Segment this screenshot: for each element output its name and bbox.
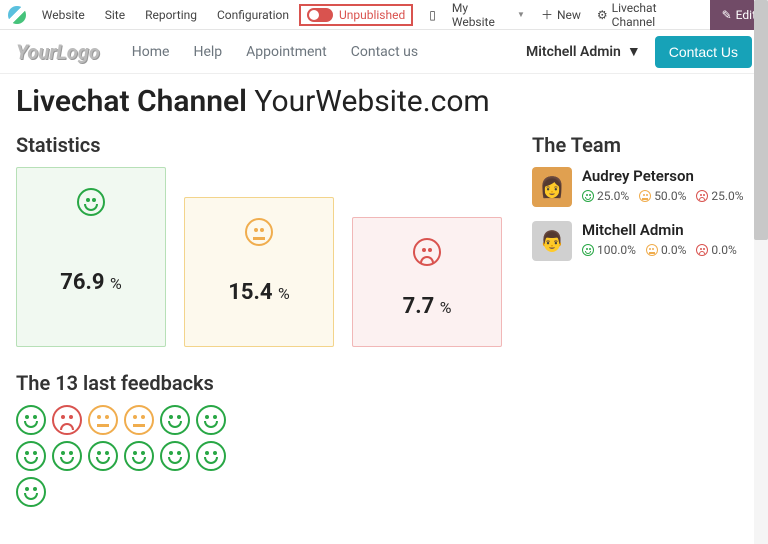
stat-neutral-pct: % bbox=[278, 284, 290, 303]
brand-icon bbox=[8, 6, 26, 24]
rating-neutral: 0.0% bbox=[661, 243, 686, 257]
sad-face-icon bbox=[52, 405, 82, 435]
rating-neutral: 50.0% bbox=[654, 189, 686, 203]
happy-face-icon bbox=[16, 477, 46, 507]
happy-face-icon bbox=[16, 405, 46, 435]
member-ratings: 25.0% 50.0% 25.0% bbox=[582, 189, 744, 203]
page-title-sub: YourWebsite.com bbox=[254, 84, 489, 119]
publish-toggle[interactable] bbox=[307, 8, 333, 22]
stat-happy-pct: % bbox=[110, 274, 122, 293]
neutral-face-icon bbox=[245, 218, 273, 246]
user-dropdown[interactable]: Mitchell Admin ▼ bbox=[526, 43, 641, 60]
rating-happy: 100.0% bbox=[597, 243, 636, 257]
edit-label: Edit bbox=[736, 8, 756, 22]
neutral-face-icon bbox=[646, 244, 658, 256]
stat-neutral-value: 15.4 bbox=[228, 280, 272, 305]
page-content: Livechat Channel YourWebsite.com Statist… bbox=[0, 74, 752, 527]
sad-face-icon bbox=[696, 190, 708, 202]
feedbacks-section: The 13 last feedbacks bbox=[16, 371, 502, 507]
system-topbar: Website Site Reporting Configuration Unp… bbox=[0, 0, 768, 30]
happy-face-icon bbox=[160, 441, 190, 471]
happy-face-icon bbox=[16, 441, 46, 471]
gear-icon: ⚙ bbox=[597, 8, 608, 22]
site-logo[interactable]: YourLogo bbox=[16, 40, 100, 64]
user-name: Mitchell Admin bbox=[526, 44, 621, 60]
nav-help[interactable]: Help bbox=[181, 44, 234, 60]
happy-face-icon bbox=[196, 441, 226, 471]
page-title: Livechat Channel YourWebsite.com bbox=[16, 84, 736, 119]
nav-appointment[interactable]: Appointment bbox=[234, 44, 339, 60]
rating-happy: 25.0% bbox=[597, 189, 629, 203]
new-button[interactable]: ＋ New bbox=[533, 6, 589, 23]
avatar: 👨 bbox=[532, 221, 572, 261]
nav-home[interactable]: Home bbox=[120, 44, 182, 60]
nav-contact-us[interactable]: Contact us bbox=[339, 44, 430, 60]
scrollbar[interactable] bbox=[754, 0, 768, 544]
scrollbar-thumb[interactable] bbox=[754, 0, 768, 240]
publish-label: Unpublished bbox=[339, 8, 405, 22]
happy-face-icon bbox=[52, 441, 82, 471]
topnav-configuration[interactable]: Configuration bbox=[207, 8, 299, 22]
happy-face-icon bbox=[124, 441, 154, 471]
member-ratings: 100.0% 0.0% 0.0% bbox=[582, 243, 737, 257]
avatar: 👩 bbox=[532, 167, 572, 207]
team-member: 👨 Mitchell Admin 100.0% 0.0% 0.0% bbox=[532, 221, 744, 261]
livechat-channel-label: Livechat Channel bbox=[612, 1, 702, 29]
topnav-site[interactable]: Site bbox=[95, 8, 135, 22]
sad-face-icon bbox=[413, 238, 441, 266]
team-heading: The Team bbox=[532, 133, 744, 157]
stat-sad-pct: % bbox=[440, 298, 452, 317]
new-label: New bbox=[557, 8, 581, 22]
site-navbar: YourLogo Home Help Appointment Contact u… bbox=[0, 30, 768, 74]
caret-down-icon: ▼ bbox=[517, 10, 525, 19]
happy-face-icon bbox=[582, 244, 594, 256]
page-title-main: Livechat Channel bbox=[16, 84, 247, 119]
statistics-cards: 76.9 % 15.4 % 7.7 % bbox=[16, 167, 502, 347]
happy-face-icon bbox=[88, 441, 118, 471]
stat-card-neutral: 15.4 % bbox=[184, 197, 334, 347]
neutral-face-icon bbox=[639, 190, 651, 202]
neutral-face-icon bbox=[124, 405, 154, 435]
sad-face-icon bbox=[696, 244, 708, 256]
topnav-reporting[interactable]: Reporting bbox=[135, 8, 207, 22]
stat-happy-value: 76.9 bbox=[60, 270, 104, 295]
team-member: 👩 Audrey Peterson 25.0% 50.0% 25.0% bbox=[532, 167, 744, 207]
livechat-channel-link[interactable]: ⚙ Livechat Channel bbox=[589, 1, 710, 29]
happy-face-icon bbox=[196, 405, 226, 435]
stat-sad-value: 7.7 bbox=[403, 294, 435, 319]
feedbacks-heading: The 13 last feedbacks bbox=[16, 371, 502, 395]
pencil-icon: ✎ bbox=[722, 8, 732, 22]
brand-label[interactable]: Website bbox=[32, 8, 95, 22]
rating-sad: 25.0% bbox=[711, 189, 743, 203]
caret-down-icon: ▼ bbox=[627, 43, 641, 60]
stat-card-sad: 7.7 % bbox=[352, 217, 502, 347]
member-name: Audrey Peterson bbox=[582, 167, 744, 185]
mobile-preview-icon[interactable]: ▯ bbox=[421, 8, 444, 22]
publish-toggle-box[interactable]: Unpublished bbox=[299, 4, 413, 26]
happy-face-icon bbox=[77, 188, 105, 216]
my-website-dropdown[interactable]: My Website ▼ bbox=[444, 1, 533, 29]
neutral-face-icon bbox=[88, 405, 118, 435]
my-website-label: My Website bbox=[452, 1, 513, 29]
happy-face-icon bbox=[160, 405, 190, 435]
statistics-heading: Statistics bbox=[16, 133, 502, 157]
contact-us-button[interactable]: Contact Us bbox=[655, 36, 752, 68]
stat-card-happy: 76.9 % bbox=[16, 167, 166, 347]
member-name: Mitchell Admin bbox=[582, 221, 737, 239]
rating-sad: 0.0% bbox=[711, 243, 736, 257]
plus-icon: ＋ bbox=[541, 6, 553, 23]
happy-face-icon bbox=[582, 190, 594, 202]
feedbacks-grid bbox=[16, 405, 236, 507]
